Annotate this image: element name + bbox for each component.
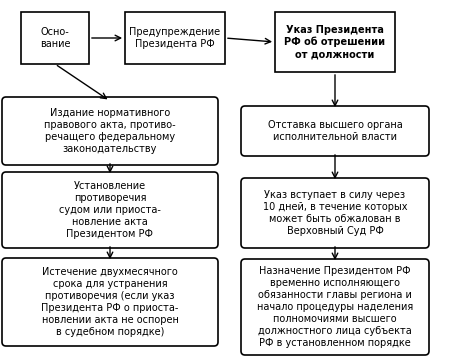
FancyBboxPatch shape [2,172,218,248]
FancyBboxPatch shape [2,258,218,346]
Text: Предупреждение
Президента РФ: Предупреждение Президента РФ [130,27,220,49]
Text: Издание нормативного
правового акта, противо-
речащего федеральному
законодатель: Издание нормативного правового акта, про… [44,108,176,154]
Bar [275,12,395,72]
Bar [21,12,89,64]
FancyBboxPatch shape [241,178,429,248]
Text: Истечение двухмесячного
срока для устранения
противоречия (если указ
Президента : Истечение двухмесячного срока для устран… [41,267,179,337]
Text: Осно-
вание: Осно- вание [40,27,70,49]
FancyBboxPatch shape [2,97,218,165]
Text: Указ вступает в силу через
10 дней, в течение которых
может быть обжалован в
Вер: Указ вступает в силу через 10 дней, в те… [263,190,407,236]
Text: Отставка высшего органа
исполнительной власти: Отставка высшего органа исполнительной в… [268,120,402,142]
FancyBboxPatch shape [241,259,429,355]
Text: Назначение Президентом РФ
временно исполняющего
обязанности главы региона и
нача: Назначение Президентом РФ временно испол… [257,266,413,348]
Text: Установление
противоречия
судом или приоста-
новление акта
Президентом РФ: Установление противоречия судом или прио… [59,181,161,239]
Bar [125,12,225,64]
Text: Указ Президента
РФ об отрешении
от должности: Указ Президента РФ об отрешении от должн… [284,25,386,59]
FancyBboxPatch shape [241,106,429,156]
